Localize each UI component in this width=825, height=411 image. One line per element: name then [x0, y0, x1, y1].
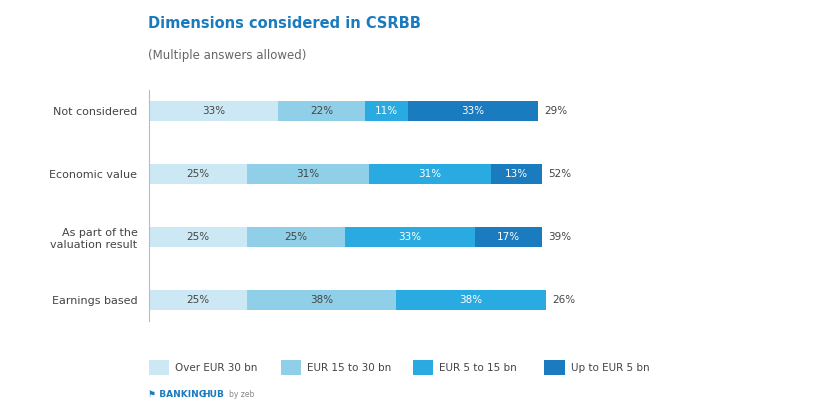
Bar — [491, 164, 542, 184]
Text: Dimensions considered in CSRBB: Dimensions considered in CSRBB — [148, 16, 422, 31]
Text: 25%: 25% — [285, 232, 308, 242]
Bar — [369, 164, 491, 184]
Bar — [148, 164, 247, 184]
Bar — [247, 290, 396, 310]
Bar — [148, 227, 247, 247]
Bar — [247, 227, 345, 247]
Text: 25%: 25% — [186, 232, 210, 242]
Text: by zeb: by zeb — [229, 390, 255, 399]
Text: 38%: 38% — [310, 295, 333, 305]
Text: 25%: 25% — [186, 169, 210, 179]
Text: 29%: 29% — [544, 106, 567, 116]
Text: 13%: 13% — [505, 169, 528, 179]
Text: 33%: 33% — [398, 232, 422, 242]
Text: 31%: 31% — [418, 169, 441, 179]
Text: 31%: 31% — [296, 169, 319, 179]
Text: 11%: 11% — [375, 106, 398, 116]
Text: Up to EUR 5 bn: Up to EUR 5 bn — [571, 363, 649, 373]
Text: 38%: 38% — [460, 295, 483, 305]
Text: 33%: 33% — [461, 106, 484, 116]
Text: Over EUR 30 bn: Over EUR 30 bn — [175, 363, 257, 373]
Bar — [365, 101, 408, 121]
Text: 39%: 39% — [548, 232, 571, 242]
Text: EUR 5 to 15 bn: EUR 5 to 15 bn — [439, 363, 516, 373]
Bar — [345, 227, 475, 247]
Text: 25%: 25% — [186, 295, 210, 305]
Bar — [475, 227, 542, 247]
Text: 52%: 52% — [548, 169, 571, 179]
Bar — [148, 101, 278, 121]
Text: 17%: 17% — [497, 232, 520, 242]
Text: 22%: 22% — [310, 106, 333, 116]
Bar — [396, 290, 546, 310]
Text: 33%: 33% — [202, 106, 225, 116]
Text: ⚑ BANKING: ⚑ BANKING — [148, 390, 206, 399]
Text: EUR 15 to 30 bn: EUR 15 to 30 bn — [307, 363, 391, 373]
Bar — [247, 164, 369, 184]
Text: (Multiple answers allowed): (Multiple answers allowed) — [148, 49, 307, 62]
Bar — [148, 290, 247, 310]
Text: HUB: HUB — [202, 390, 224, 399]
Bar — [408, 101, 538, 121]
Bar — [278, 101, 365, 121]
Text: 26%: 26% — [552, 295, 575, 305]
